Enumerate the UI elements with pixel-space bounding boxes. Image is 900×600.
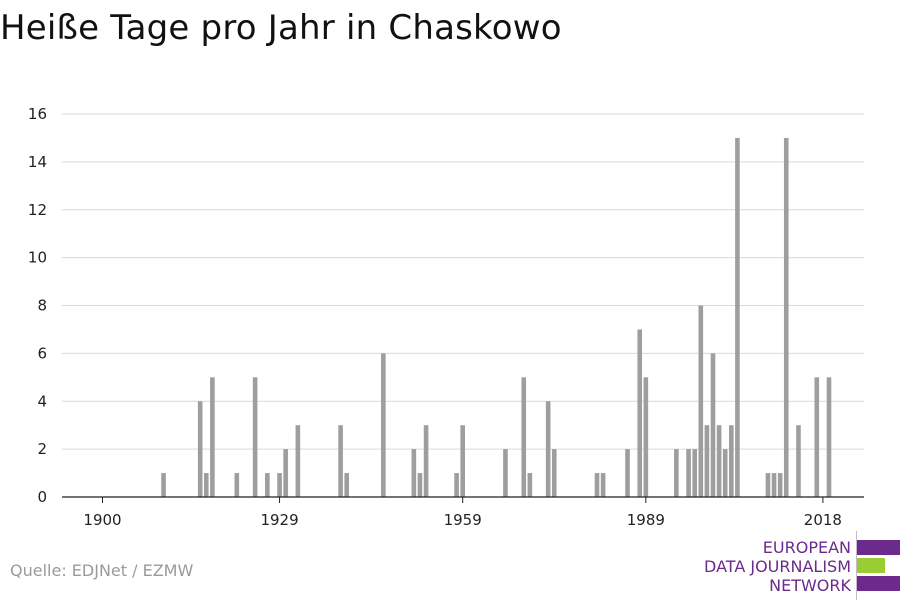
bar-2010	[771, 473, 777, 497]
bar-1981	[594, 473, 600, 497]
bar-1930	[283, 449, 288, 498]
logo-bar-bottom	[857, 576, 900, 591]
bar-1999	[704, 425, 710, 497]
x-tick-label: 2018	[804, 511, 842, 529]
bar-1918	[210, 377, 215, 497]
bar-1952	[417, 473, 423, 497]
bar-1988	[637, 329, 643, 497]
logo-text-line3: NETWORK	[769, 576, 851, 595]
bar-2003	[729, 425, 734, 497]
axes	[62, 496, 864, 503]
bar-2019	[826, 377, 832, 497]
y-tick-label: 12	[28, 201, 47, 219]
bar-1974	[551, 449, 557, 498]
bar-1951	[411, 449, 417, 498]
edjnet-logo: EUROPEAN DATA JOURNALISM NETWORK	[700, 531, 900, 600]
bar-2011	[777, 473, 783, 497]
y-tick-label: 4	[37, 392, 47, 410]
bar-1997	[692, 449, 697, 498]
y-tick-label: 16	[28, 105, 47, 123]
bar-1916	[197, 401, 203, 497]
y-tick-label: 8	[37, 297, 47, 315]
bar-series	[161, 137, 832, 498]
bar-1989	[643, 377, 649, 497]
x-tick-label: 1900	[83, 511, 121, 529]
bar-1925	[252, 377, 258, 497]
y-tick-label: 2	[37, 440, 47, 458]
bar-2001	[716, 425, 722, 497]
y-tick-label: 0	[37, 488, 47, 506]
bar-1939	[338, 425, 343, 497]
logo-text-line1: EUROPEAN	[762, 538, 851, 557]
bar-1946	[381, 353, 386, 498]
y-tick-label: 6	[37, 344, 47, 362]
bar-1958	[454, 473, 459, 497]
bar-2000	[710, 353, 716, 498]
bar-1929	[277, 473, 282, 497]
bar-2002	[722, 449, 728, 498]
y-tick-label: 10	[28, 249, 47, 267]
bar-1996	[686, 449, 691, 498]
bar-1982	[600, 473, 606, 497]
bar-1994	[674, 449, 679, 498]
bar-1970	[527, 473, 533, 497]
chart-title: Heiße Tage pro Jahr in Chaskowo	[0, 8, 562, 48]
bar-1917	[203, 473, 209, 497]
bar-1932	[295, 425, 301, 497]
bar-2017	[814, 377, 820, 497]
bar-2004	[735, 137, 740, 497]
y-tick-labels: 0 2 4 6 8 10 12 14 16	[28, 105, 47, 506]
logo-divider	[856, 531, 857, 600]
bar-1973	[545, 401, 551, 497]
x-tick-label: 1929	[260, 511, 298, 529]
bar-2012	[783, 137, 789, 497]
bar-1927	[265, 473, 270, 497]
source-note: Quelle: EDJNet / EZMW	[10, 561, 194, 580]
bar-1986	[625, 449, 630, 498]
logo-bar-middle	[857, 558, 885, 573]
bar-1953	[423, 425, 429, 497]
y-tick-label: 14	[28, 153, 47, 171]
gridlines	[62, 113, 864, 450]
logo-bar-top	[857, 540, 900, 555]
bar-1940	[344, 473, 349, 497]
logo-text-line2: DATA JOURNALISM	[704, 557, 851, 576]
bar-1922	[234, 473, 240, 497]
x-tick-label: 1989	[627, 511, 665, 529]
bar-1969	[521, 377, 527, 497]
x-tick-label: 1959	[444, 511, 482, 529]
bar-1966	[503, 449, 508, 498]
x-tick-labels: 1900 1929 1959 1989 2018	[83, 511, 842, 529]
bar-2009	[765, 473, 771, 497]
bar-1998	[698, 305, 704, 497]
bar-1910	[161, 473, 166, 497]
bar-2014	[796, 425, 801, 497]
bar-1959	[460, 425, 465, 497]
